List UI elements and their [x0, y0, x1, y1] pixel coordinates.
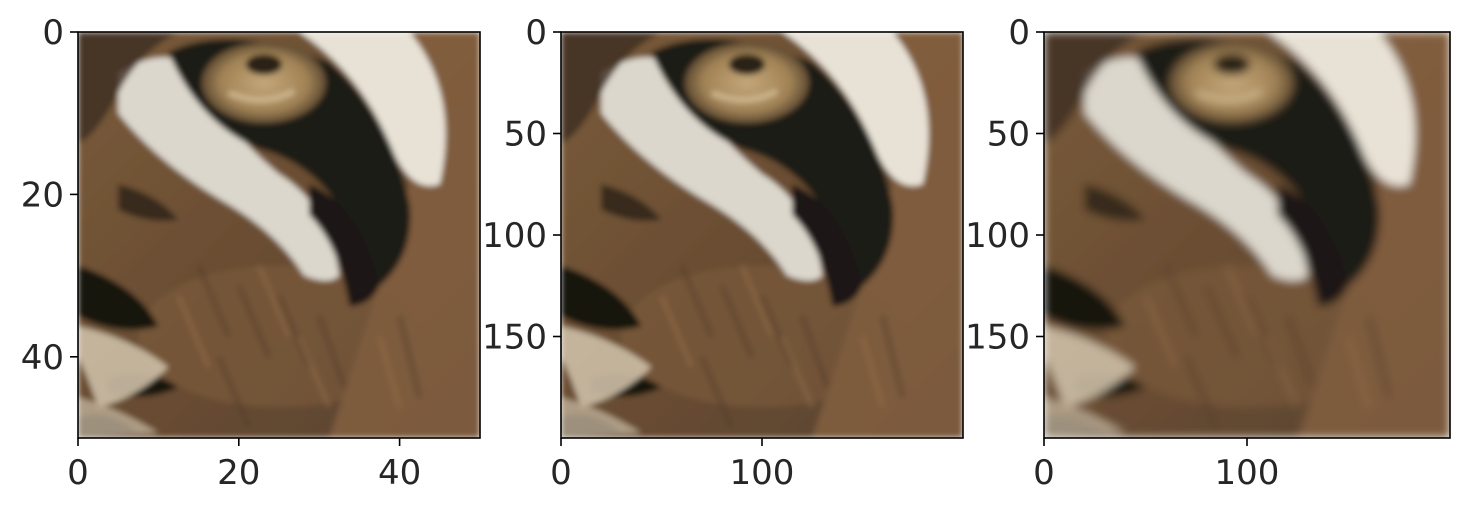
x-tick-label: 0: [550, 453, 572, 493]
x-tick-label: 0: [67, 453, 89, 493]
y-axis: 0 20 40: [21, 13, 78, 378]
x-tick-label: 40: [378, 453, 421, 493]
x-tick-label: 20: [217, 453, 260, 493]
x-axis: 0 100: [550, 438, 794, 493]
y-axis: 0 50 100 150: [482, 13, 561, 358]
x-tick-label: 100: [1215, 453, 1280, 493]
x-axis: 0 20 40: [67, 438, 421, 493]
y-axis: 0 50 100 150: [965, 13, 1044, 358]
y-tick-label: 100: [965, 216, 1030, 256]
x-tick-label: 100: [730, 453, 795, 493]
axes-frame: [77, 31, 481, 439]
tiger-eye-image: [1044, 32, 1450, 438]
y-tick-label: 0: [525, 13, 547, 53]
y-tick-label: 50: [504, 115, 547, 155]
y-tick-label: 40: [21, 338, 64, 378]
subplot-3: 0 100 0 50 100 150: [965, 13, 1451, 493]
tiger-eye-image: [561, 32, 963, 438]
y-tick-label: 0: [42, 13, 64, 53]
y-tick-label: 20: [21, 175, 64, 215]
subplot-2: 0 100 0 50 100 150: [482, 13, 964, 493]
y-tick-label: 150: [965, 318, 1030, 358]
x-axis: 0 100: [1033, 438, 1279, 493]
y-tick-label: 100: [482, 216, 547, 256]
y-tick-label: 0: [1008, 13, 1030, 53]
y-tick-label: 50: [987, 115, 1030, 155]
y-tick-label: 150: [482, 318, 547, 358]
tiger-eye-image: [78, 32, 480, 438]
subplot-1: 0 20 40 0 20 40: [21, 13, 481, 493]
x-tick-label: 0: [1033, 453, 1055, 493]
